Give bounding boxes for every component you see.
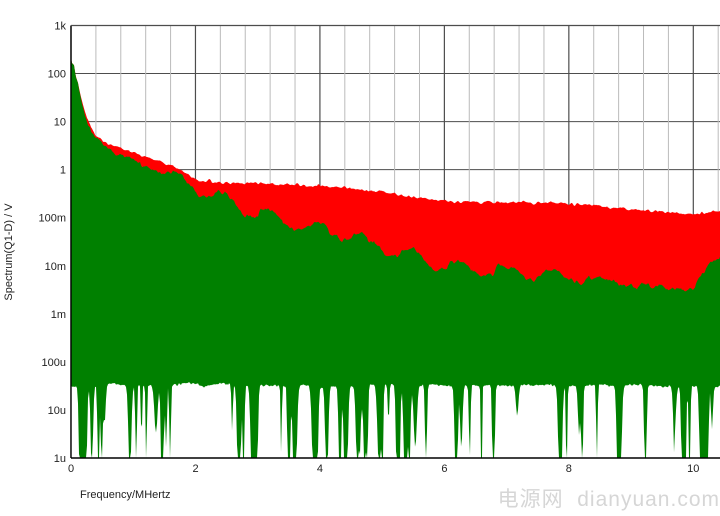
svg-text:4: 4 [317,463,323,475]
svg-text:8: 8 [566,463,572,475]
svg-text:10m: 10m [45,261,66,273]
svg-text:100: 100 [48,69,66,81]
svg-text:100m: 100m [38,213,66,225]
svg-text:0: 0 [68,463,74,475]
svg-text:10: 10 [54,117,66,129]
svg-text:10u: 10u [48,405,66,417]
svg-text:2: 2 [192,463,198,475]
svg-text:1m: 1m [51,309,66,321]
svg-text:1u: 1u [54,453,66,465]
svg-text:6: 6 [441,463,447,475]
svg-text:100u: 100u [42,357,66,369]
svg-text:1: 1 [60,165,66,177]
svg-text:10: 10 [687,463,699,475]
svg-text:1k: 1k [54,21,66,33]
